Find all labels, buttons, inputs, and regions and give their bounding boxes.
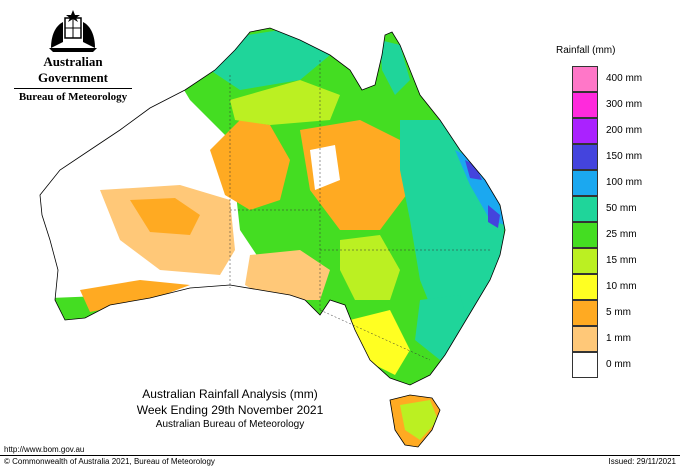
legend-label: 400 mm bbox=[606, 73, 643, 84]
legend-swatch bbox=[572, 352, 598, 378]
legend-label: 10 mm bbox=[606, 281, 637, 292]
legend-title: Rainfall (mm) bbox=[556, 45, 616, 56]
caption-title: Australian Rainfall Analysis (mm) bbox=[142, 387, 318, 401]
bureau-name: Bureau of Meteorology bbox=[18, 91, 128, 103]
legend-swatch bbox=[572, 274, 598, 300]
legend-swatch bbox=[572, 92, 598, 118]
legend-label: 150 mm bbox=[606, 151, 643, 162]
legend-swatch bbox=[572, 222, 598, 248]
legend-swatch bbox=[572, 196, 598, 222]
legend-swatch bbox=[572, 326, 598, 352]
issued-date: Issued: 29/11/2021 bbox=[608, 457, 676, 466]
tasmania-outline bbox=[389, 394, 441, 448]
legend-label: 200 mm bbox=[606, 125, 643, 136]
website-url: http://www.bom.gov.au bbox=[4, 445, 85, 454]
government-name: Australian Government bbox=[37, 54, 109, 85]
legend-swatch bbox=[572, 300, 598, 326]
map-caption: Australian Rainfall Analysis (mm) Week E… bbox=[120, 387, 340, 430]
legend-label: 0 mm bbox=[606, 359, 631, 370]
legend-swatch bbox=[572, 144, 598, 170]
coat-of-arms-icon bbox=[49, 10, 97, 52]
legend-label: 25 mm bbox=[606, 229, 637, 240]
caption-period: Week Ending 29th November 2021 bbox=[136, 403, 324, 417]
legend-label: 300 mm bbox=[606, 99, 643, 110]
logo-divider bbox=[14, 88, 132, 89]
tasmania-shading bbox=[390, 395, 440, 447]
government-logo: Australian Government Bureau of Meteorol… bbox=[8, 8, 138, 103]
legend-label: 100 mm bbox=[606, 177, 643, 188]
state-borders bbox=[229, 60, 490, 361]
legend-swatch bbox=[572, 66, 598, 92]
rainfall-map bbox=[39, 27, 506, 448]
legend-label: 5 mm bbox=[606, 307, 631, 318]
legend-label: 15 mm bbox=[606, 255, 637, 266]
legend-label: 50 mm bbox=[606, 203, 637, 214]
caption-source: Australian Bureau of Meteorology bbox=[155, 419, 305, 430]
copyright-notice: © Commonwealth of Australia 2021, Bureau… bbox=[4, 457, 215, 466]
legend-label: 1 mm bbox=[606, 333, 631, 344]
legend-swatch bbox=[572, 118, 598, 144]
mainland-outline bbox=[39, 27, 506, 386]
legend-swatch bbox=[572, 170, 598, 196]
footer-divider bbox=[0, 455, 680, 456]
legend-swatch bbox=[572, 248, 598, 274]
